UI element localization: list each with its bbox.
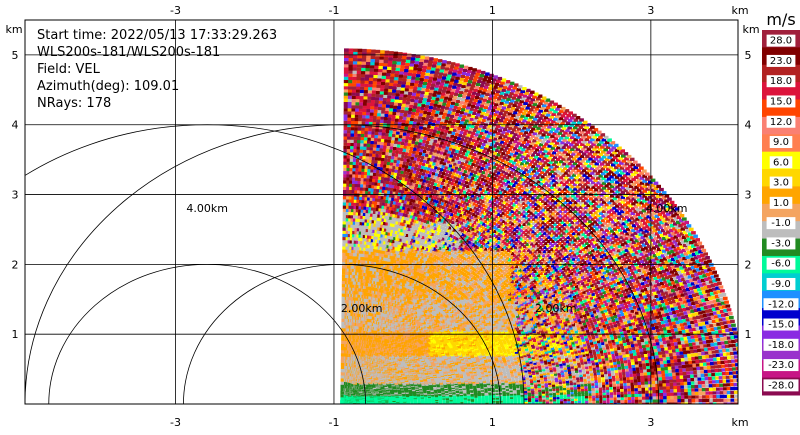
heatmap-cell <box>341 318 345 322</box>
heatmap-cell <box>341 346 345 351</box>
heatmap-cell <box>340 368 344 373</box>
heatmap-cell <box>340 375 344 379</box>
heatmap-cell <box>341 296 345 300</box>
heatmap-cell <box>341 340 345 344</box>
heatmap-cell <box>341 315 345 319</box>
heatmap-cell <box>341 334 345 338</box>
heatmap-cell <box>341 337 345 341</box>
heatmap-cell <box>341 350 345 354</box>
heatmap-cell <box>340 353 345 357</box>
heatmap-cell <box>340 372 344 376</box>
heatmap-cell <box>340 365 344 369</box>
velocity-heatmap <box>340 48 738 404</box>
heatmap-cell <box>340 394 344 398</box>
heatmap-cell <box>340 387 344 391</box>
heatmap-cell <box>340 397 344 401</box>
heatmap-cell <box>340 384 344 388</box>
heatmap-cell <box>340 390 344 395</box>
heatmap-cell <box>340 359 344 363</box>
heatmap-cell <box>341 293 345 297</box>
heatmap-cell <box>340 378 344 382</box>
heatmap-cell <box>341 343 345 347</box>
heatmap-cell <box>340 362 344 366</box>
heatmap-cell <box>340 400 344 404</box>
heatmap-cell <box>340 356 345 360</box>
heatmap-cell <box>341 324 345 329</box>
heatmap-cell <box>340 381 344 385</box>
heatmap-cell <box>341 321 345 325</box>
